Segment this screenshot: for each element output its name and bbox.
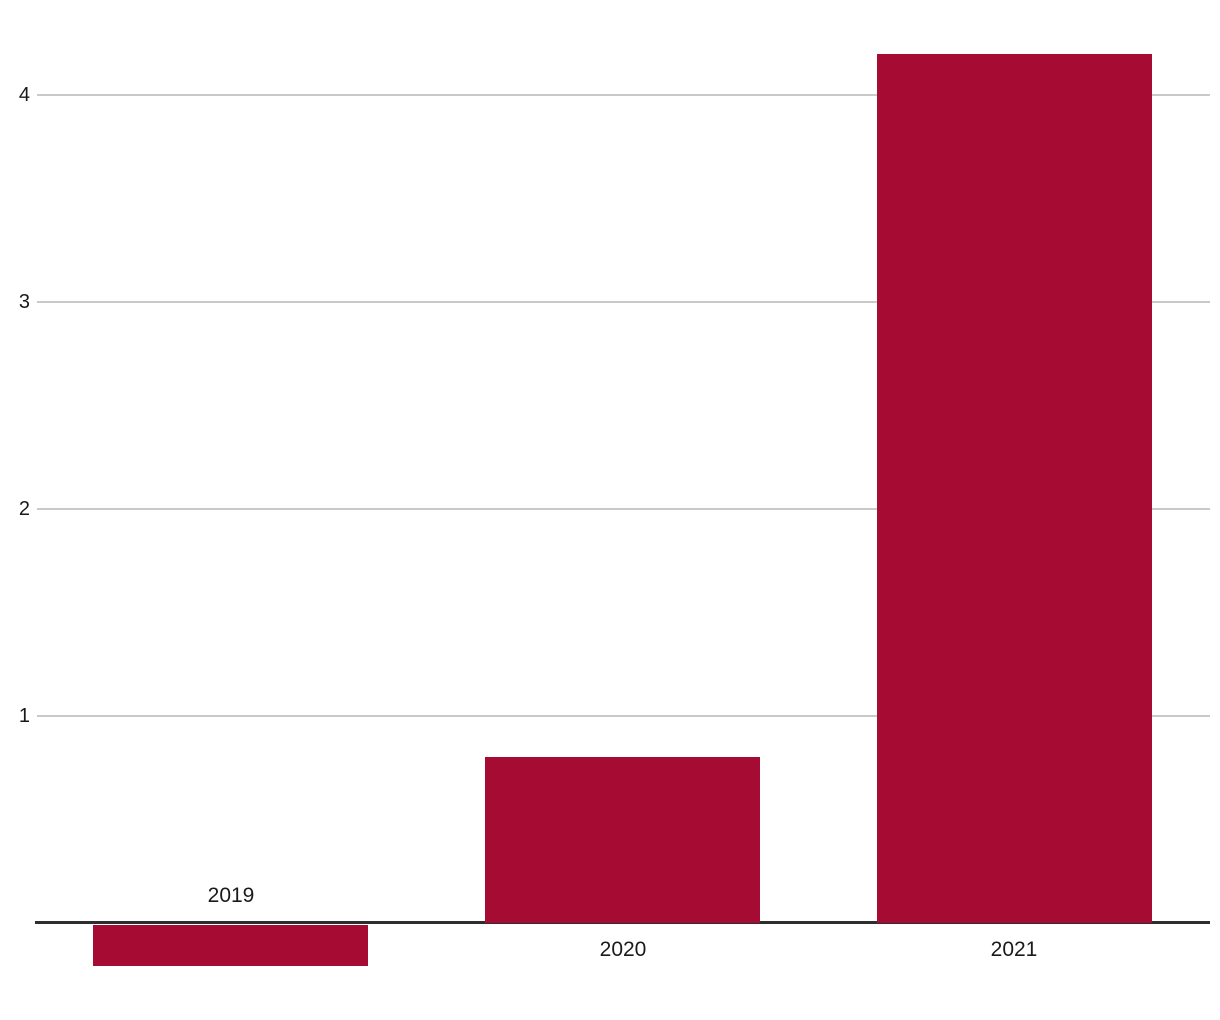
bar-2019 — [93, 925, 368, 966]
y-tick-label: 1 — [18, 705, 30, 727]
category-label-2020: 2020 — [599, 938, 647, 961]
bar-2020 — [485, 757, 760, 923]
category-label-2021: 2021 — [990, 938, 1038, 961]
bar-2021 — [877, 54, 1152, 923]
y-tick-label: 3 — [18, 291, 30, 313]
gridline-y4 — [37, 94, 1210, 96]
gridline-y3 — [37, 301, 1210, 303]
y-tick-label: 4 — [18, 84, 30, 106]
gridline-y2 — [37, 508, 1210, 510]
gridline-y1 — [37, 715, 1210, 717]
category-label-2019: 2019 — [207, 884, 255, 907]
y-tick-label: 2 — [18, 498, 30, 520]
